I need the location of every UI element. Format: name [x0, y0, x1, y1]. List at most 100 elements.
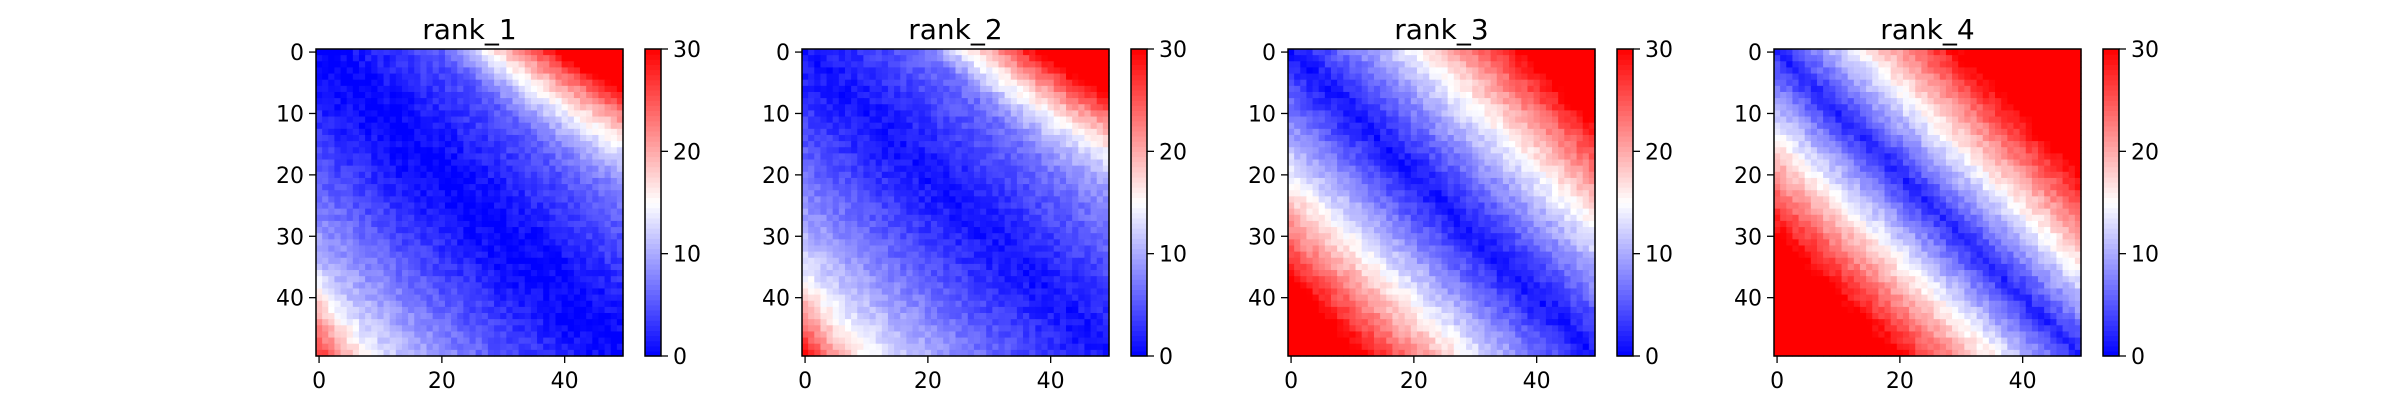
- heatmap-cell: [961, 184, 969, 191]
- heatmap-cell: [414, 110, 421, 118]
- heatmap-cell: [414, 67, 421, 75]
- heatmap-cell: [826, 55, 834, 62]
- heatmap-cell: [598, 208, 606, 216]
- heatmap-cell: [998, 49, 1006, 56]
- heatmap-cell: [371, 141, 378, 148]
- heatmap-cell: [1090, 220, 1098, 228]
- heatmap-cell: [980, 220, 987, 228]
- heatmap-cell: [1047, 288, 1055, 296]
- heatmap-cell: [481, 55, 489, 62]
- heatmap-cell: [863, 73, 871, 81]
- heatmap-cell: [420, 55, 428, 62]
- heatmap-cell: [808, 319, 815, 326]
- heatmap-cell: [573, 263, 581, 271]
- heatmap-cell: [844, 202, 852, 210]
- heatmap-cell: [1029, 263, 1036, 271]
- heatmap-cell: [961, 300, 969, 308]
- heatmap-cell: [894, 331, 901, 339]
- heatmap-cell: [943, 331, 950, 339]
- heatmap-cell: [1029, 116, 1036, 124]
- heatmap-cell: [414, 196, 421, 204]
- heatmap-cell: [1016, 67, 1024, 75]
- heatmap-cell: [512, 116, 520, 124]
- heatmap-cell: [401, 233, 409, 240]
- heatmap-cell: [438, 159, 446, 167]
- heatmap-cell: [955, 306, 963, 314]
- heatmap-cell: [316, 110, 323, 118]
- heatmap-cell: [900, 153, 907, 161]
- heatmap-cell: [1053, 220, 1061, 228]
- heatmap-cell: [838, 276, 846, 283]
- heatmap-cell: [1078, 282, 1086, 290]
- heatmap-cell: [555, 282, 563, 290]
- heatmap-cell: [561, 134, 569, 142]
- heatmap-cell: [844, 331, 852, 339]
- heatmap-cell: [487, 147, 495, 154]
- heatmap-cell: [998, 319, 1006, 326]
- heatmap-cell: [844, 98, 852, 105]
- heatmap-cell: [530, 343, 538, 351]
- heatmap-cell: [561, 55, 569, 62]
- heatmap-cell: [894, 73, 901, 81]
- heatmap-cell: [1072, 227, 1079, 234]
- heatmap-cell: [918, 270, 926, 277]
- heatmap-cell: [894, 61, 901, 69]
- heatmap-cell: [1041, 159, 1049, 167]
- heatmap-cell: [604, 276, 612, 283]
- heatmap-cell: [352, 319, 360, 326]
- heatmap-cell: [918, 184, 926, 191]
- heatmap-cell: [844, 337, 852, 345]
- heatmap-cell: [573, 251, 581, 259]
- heatmap-cell: [438, 104, 446, 111]
- heatmap-cell: [475, 282, 483, 290]
- heatmap-cell: [906, 270, 914, 277]
- heatmap-cell: [414, 153, 421, 161]
- heatmap-cell: [1084, 276, 1092, 283]
- heatmap-cell: [937, 220, 944, 228]
- heatmap-cell: [487, 61, 495, 69]
- heatmap-cell: [592, 147, 600, 154]
- heatmap-cell: [887, 147, 895, 154]
- heatmap-cell: [487, 294, 495, 302]
- heatmap-cell: [1059, 337, 1067, 345]
- heatmap-cell: [512, 55, 520, 62]
- heatmap-cell: [1090, 104, 1098, 111]
- heatmap-cell: [506, 184, 514, 191]
- heatmap-cell: [1010, 196, 1018, 204]
- heatmap-cell: [586, 270, 593, 277]
- heatmap-cell: [506, 300, 514, 308]
- heatmap-cell: [857, 270, 864, 277]
- heatmap-cell: [401, 282, 409, 290]
- heatmap-cell: [469, 263, 477, 271]
- heatmap-cell: [494, 263, 501, 271]
- heatmap-cell: [1096, 85, 1104, 93]
- heatmap-cell: [494, 337, 501, 345]
- heatmap-cell: [918, 276, 926, 283]
- heatmap-cell: [1029, 214, 1036, 222]
- heatmap-cell: [610, 171, 618, 179]
- heatmap-cell: [371, 190, 378, 197]
- heatmap-cell: [543, 153, 550, 161]
- heatmap-cell: [555, 251, 563, 259]
- heatmap-cell: [592, 91, 600, 99]
- heatmap-cell: [549, 128, 557, 136]
- colorbar-segment: [645, 187, 661, 193]
- heatmap-cell: [1023, 325, 1030, 333]
- heatmap-cell: [1059, 245, 1067, 253]
- heatmap-cell: [365, 110, 372, 118]
- heatmap-cell: [1035, 122, 1043, 130]
- heatmap-cell: [610, 325, 618, 333]
- heatmap-cell: [875, 288, 883, 296]
- heatmap-cell: [487, 270, 495, 277]
- heatmap-cell: [506, 313, 514, 320]
- heatmap-cell: [949, 98, 957, 105]
- heatmap-cell: [463, 325, 471, 333]
- heatmap-cell: [328, 61, 336, 69]
- heatmap-cell: [494, 55, 501, 62]
- heatmap-cell: [1059, 104, 1067, 111]
- heatmap-cell: [395, 104, 403, 111]
- heatmap-cell: [808, 251, 815, 259]
- heatmap-cell: [475, 319, 483, 326]
- heatmap-cell: [937, 85, 944, 93]
- heatmap-cell: [580, 239, 587, 247]
